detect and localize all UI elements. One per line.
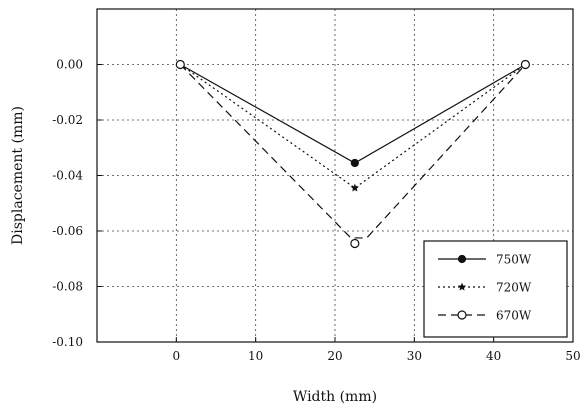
legend-box xyxy=(423,240,568,338)
y-tick-label-4: -0.08 xyxy=(52,280,83,294)
y-tick-label-1: -0.02 xyxy=(52,113,83,127)
point-720W-1 xyxy=(350,183,360,192)
series-670W xyxy=(175,59,531,249)
legend-label-720W: 720W xyxy=(496,281,532,295)
legend-label-670W: 670W xyxy=(496,309,532,323)
series-line-670W xyxy=(179,64,526,239)
x-tick-label-5: 50 xyxy=(565,349,580,363)
series-line-750W xyxy=(180,63,526,164)
x-tick-label-0: 0 xyxy=(173,349,181,363)
legend-marker-750W xyxy=(457,254,467,264)
y-tick-label-0: 0.00 xyxy=(56,58,83,72)
series-layer xyxy=(175,59,531,249)
point-670W-1 xyxy=(350,238,360,249)
legend: 750W 720W 670W xyxy=(423,240,568,338)
y-tick-label-5: -0.10 xyxy=(52,335,83,349)
ticks-layer: 0 10 20 30 40 50 0.00 -0.02 -0.04 -0.06 -0.08 -0.10 xyxy=(52,58,580,364)
series-line-720W xyxy=(179,64,526,189)
point-750W-1 xyxy=(350,158,359,168)
x-tick-label-1: 10 xyxy=(248,349,263,363)
legend-marker-670W xyxy=(457,310,467,320)
y-axis-label: Displacement (mm) xyxy=(10,106,26,245)
point-670W-2 xyxy=(520,59,531,70)
x-tick-label-2: 20 xyxy=(327,349,342,363)
x-tick-label-4: 40 xyxy=(486,349,501,363)
y-tick-label-2: -0.04 xyxy=(52,169,83,183)
legend-label-750W: 750W xyxy=(496,253,532,267)
y-tick-label-3: -0.06 xyxy=(52,224,83,238)
series-720W xyxy=(176,60,530,192)
point-670W-0 xyxy=(175,59,185,70)
x-tick-label-3: 30 xyxy=(407,349,422,363)
legend-marker-720W xyxy=(457,282,467,291)
x-axis-label: Width (mm) xyxy=(293,389,377,405)
